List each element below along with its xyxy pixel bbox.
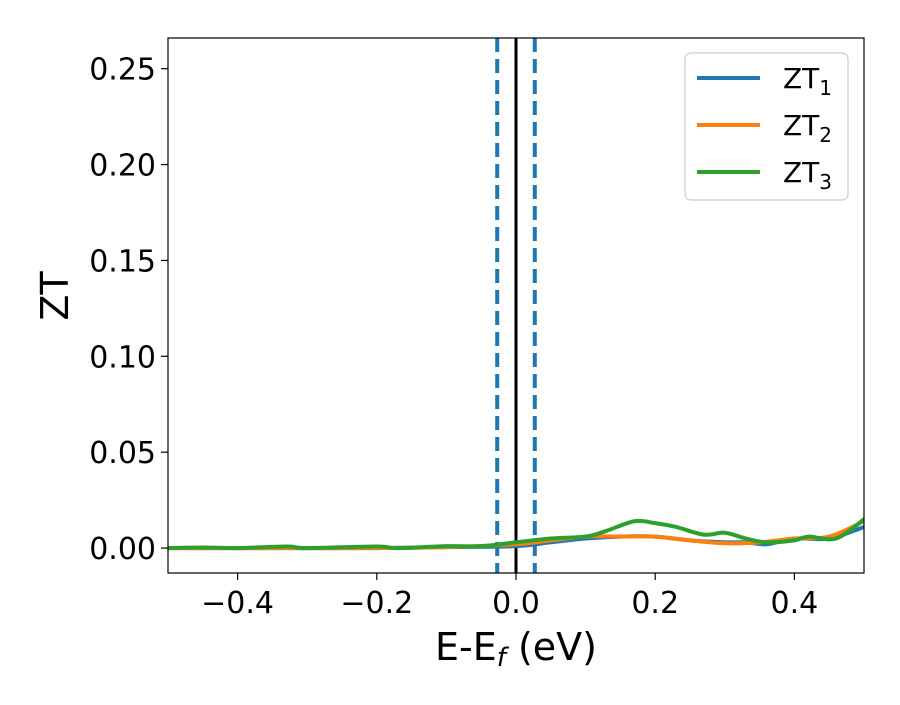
y-axis-title: ZT [33, 271, 77, 321]
x-tick-label: 0.4 [771, 586, 819, 621]
x-tick-label: 0.2 [631, 586, 679, 621]
legend-label-zt2: ZT2 [783, 109, 832, 147]
legend-label-zt1: ZT1 [783, 62, 832, 100]
legend-label-zt3: ZT3 [783, 156, 832, 194]
x-axis: −0.4 −0.2 0.0 0.2 0.4 [201, 573, 818, 621]
y-tick-label: 0.25 [89, 53, 156, 88]
y-axis: 0.00 0.05 0.10 0.15 0.20 0.25 [89, 53, 168, 567]
x-tick-label: −0.4 [201, 586, 274, 621]
x-tick-label: −0.2 [340, 586, 413, 621]
y-tick-label: 0.15 [89, 244, 156, 279]
series-line-zt3 [168, 517, 864, 551]
x-axis-title: E-Ef (eV) [435, 625, 597, 673]
x-tick-label: 0.0 [492, 586, 540, 621]
legend: ZT1 ZT2 ZT3 [684, 52, 849, 201]
y-tick-label: 0.10 [89, 340, 156, 375]
legend-box [684, 52, 849, 201]
y-tick-label: 0.05 [89, 436, 156, 471]
y-tick-label: 0.00 [89, 532, 156, 567]
y-tick-label: 0.20 [89, 149, 156, 184]
